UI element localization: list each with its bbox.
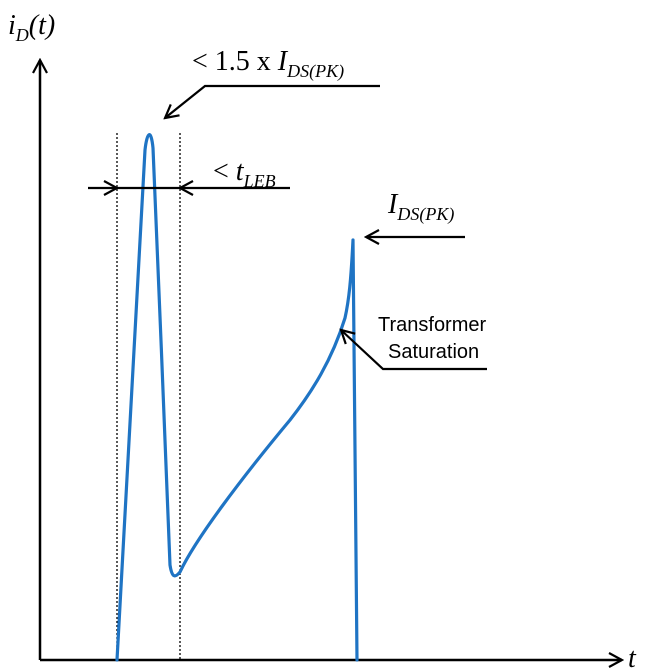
spike-label: < 1.5 x IDS(PK) (192, 46, 344, 82)
x-axis-label: t (628, 643, 637, 669)
saturation-leader-line (341, 330, 487, 371)
saturation-label-line1: Transformer (378, 314, 487, 336)
saturation-label-line2: Saturation (388, 341, 479, 363)
spike-leader-line (165, 84, 380, 118)
leb-label: < tLEB (213, 156, 276, 191)
peak-label: IDS(PK) (387, 189, 454, 225)
y-axis-label: iD(t) (8, 10, 55, 45)
current-waveform (115, 133, 359, 662)
